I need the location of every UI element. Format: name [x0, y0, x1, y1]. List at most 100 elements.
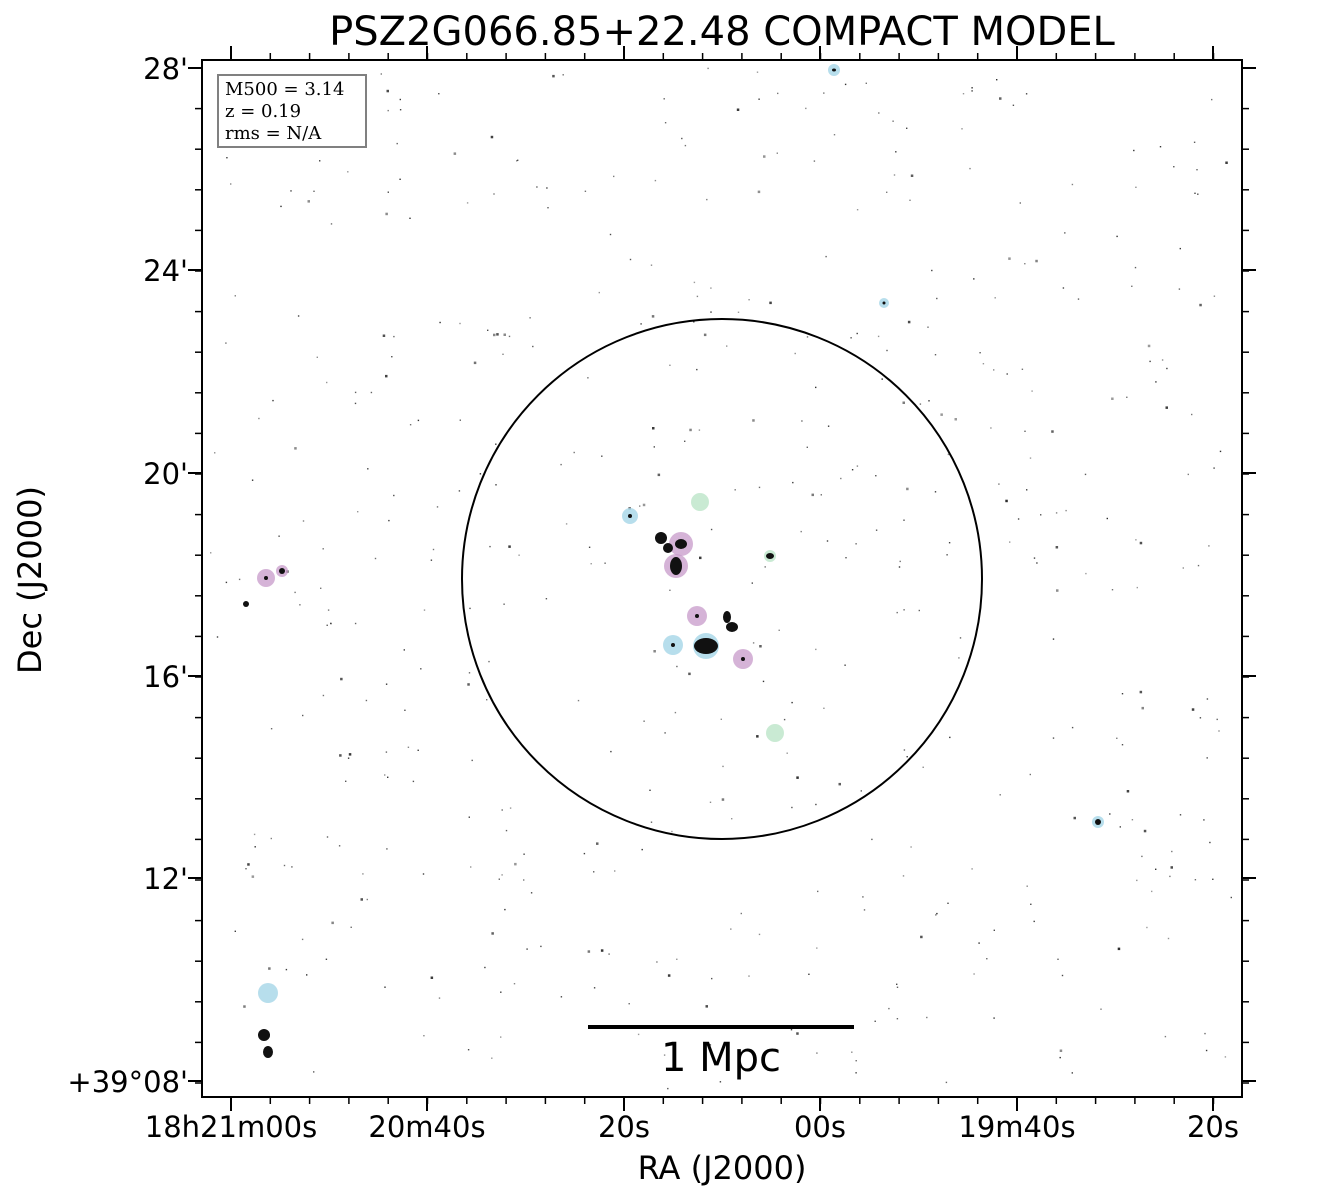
noise-speck — [1187, 473, 1189, 476]
x-tick-label: 20s — [598, 1110, 650, 1144]
noise-speck — [339, 754, 342, 757]
noise-speck — [696, 295, 699, 298]
rms-label: rms = N/A — [225, 123, 322, 144]
noise-speck — [949, 736, 951, 739]
noise-speck — [740, 912, 742, 915]
noise-speck — [500, 1036, 502, 1038]
noise-speck — [642, 503, 646, 507]
noise-speck — [226, 157, 228, 159]
noise-speck — [1073, 816, 1076, 820]
noise-speck — [590, 563, 592, 565]
noise-speck — [910, 174, 914, 177]
noise-speck — [422, 873, 425, 875]
noise-speck — [1005, 499, 1008, 503]
noise-speck — [1134, 266, 1137, 269]
noise-speck — [514, 862, 517, 866]
noise-speck — [856, 209, 859, 211]
y-tick-label: 24' — [143, 254, 188, 288]
noise-speck — [792, 481, 794, 484]
noise-speck — [374, 557, 377, 560]
noise-speck — [720, 718, 722, 720]
noise-speck — [496, 333, 499, 336]
noise-speck — [468, 816, 470, 818]
noise-speck — [1071, 183, 1074, 186]
noise-speck — [391, 356, 393, 358]
source-core — [243, 601, 249, 607]
noise-speck — [1029, 457, 1032, 459]
noise-speck — [693, 281, 696, 284]
noise-speck — [1203, 819, 1205, 821]
noise-speck — [1100, 1008, 1102, 1010]
noise-speck — [906, 756, 908, 758]
noise-speck — [270, 728, 273, 730]
noise-speck — [907, 320, 911, 324]
x-tick-label: 00s — [794, 1110, 846, 1144]
noise-speck — [234, 930, 236, 932]
noise-speck — [388, 519, 390, 522]
noise-speck — [384, 986, 386, 988]
noise-speck — [247, 863, 250, 866]
noise-speck — [935, 914, 937, 916]
noise-speck — [657, 473, 661, 477]
noise-speck — [313, 1071, 315, 1073]
noise-speck — [696, 368, 698, 371]
noise-speck — [504, 908, 506, 911]
noise-speck — [892, 120, 894, 122]
noise-speck — [896, 611, 898, 614]
noise-speck — [473, 361, 477, 365]
noise-speck — [969, 167, 971, 170]
noise-speck — [1006, 373, 1008, 375]
noise-speck — [751, 582, 753, 584]
source-core — [766, 553, 774, 559]
noise-speck — [1135, 539, 1137, 541]
noise-speck — [613, 175, 615, 178]
noise-speck — [302, 520, 305, 522]
noise-speck — [291, 866, 293, 868]
noise-speck — [601, 455, 603, 457]
noise-speck — [844, 664, 846, 666]
noise-speck — [650, 264, 653, 266]
noise-speck — [752, 642, 755, 644]
noise-speck — [420, 668, 422, 670]
noise-speck — [258, 417, 260, 420]
noise-speck — [251, 875, 255, 878]
noise-speck — [886, 349, 888, 352]
noise-speck — [1208, 545, 1210, 547]
noise-speck — [676, 958, 678, 960]
noise-speck — [516, 160, 518, 162]
noise-speck — [1106, 517, 1108, 520]
noise-speck — [1033, 920, 1035, 923]
noise-speck — [326, 381, 328, 384]
noise-speck — [387, 109, 389, 112]
noise-speck — [285, 968, 288, 971]
noise-speck — [926, 1016, 928, 1019]
noise-speck — [417, 419, 420, 422]
noise-speck — [881, 378, 883, 380]
chart-title: PSZ2G066.85+22.48 COMPACT MODEL — [329, 9, 1115, 55]
noise-speck — [495, 484, 497, 486]
noise-speck — [253, 833, 256, 836]
noise-speck — [1196, 169, 1198, 171]
noise-speck — [245, 868, 247, 870]
noise-speck — [417, 749, 419, 751]
noise-speck — [338, 845, 341, 847]
noise-speck — [816, 947, 818, 949]
noise-speck — [806, 336, 809, 338]
noise-speck — [1059, 1056, 1061, 1059]
y-tick-label: 12' — [143, 862, 188, 896]
noise-speck — [731, 818, 733, 820]
noise-speck — [1033, 557, 1036, 559]
noise-speck — [982, 363, 985, 365]
noise-speck — [468, 672, 471, 674]
noise-speck — [863, 909, 866, 911]
noise-speck — [587, 377, 589, 379]
noise-speck — [439, 321, 441, 324]
noise-speck — [467, 1049, 470, 1051]
y-tick-label: 16' — [143, 660, 188, 694]
noise-speck — [833, 134, 836, 136]
noise-speck — [290, 190, 292, 192]
noise-speck — [706, 198, 708, 201]
noise-speck — [762, 1056, 764, 1059]
noise-speck — [794, 352, 796, 355]
